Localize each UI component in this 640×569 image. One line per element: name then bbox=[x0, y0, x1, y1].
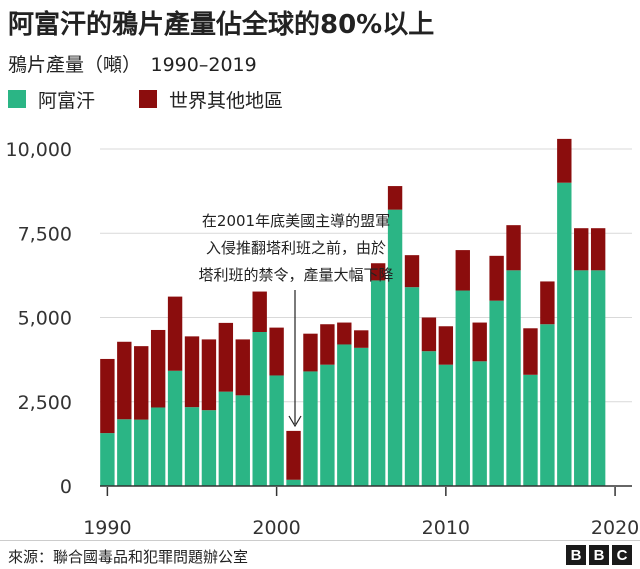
bar-rest-of-world bbox=[218, 322, 234, 392]
bar-afghanistan bbox=[506, 270, 521, 486]
bar-afghanistan bbox=[455, 290, 470, 486]
bar-rest-of-world bbox=[337, 322, 352, 345]
bar-afghanistan bbox=[100, 433, 115, 486]
bar-rest-of-world bbox=[184, 336, 200, 408]
bar-afghanistan bbox=[540, 324, 555, 486]
bar-rest-of-world bbox=[235, 339, 250, 396]
bar-afghanistan bbox=[438, 364, 454, 486]
legend-item-rest-of-world: 世界其他地區 bbox=[139, 86, 283, 113]
bar-rest-of-world bbox=[354, 330, 369, 348]
bar-afghanistan bbox=[252, 331, 267, 486]
bar-rest-of-world bbox=[269, 327, 284, 376]
bar-rest-of-world bbox=[590, 228, 606, 271]
x-tick-label: 2000 bbox=[252, 517, 300, 539]
bar-afghanistan bbox=[421, 351, 437, 486]
bar-rest-of-world bbox=[286, 430, 301, 480]
y-tick-label: 10,000 bbox=[6, 139, 72, 161]
chart-title: 阿富汗的鴉片產量佔全球的80%以上 bbox=[8, 10, 435, 40]
annotation-line-2: 入侵推翻塔利班之前，由於 bbox=[206, 239, 386, 257]
legend-swatch-rest-of-world bbox=[139, 90, 158, 108]
bar-rest-of-world bbox=[100, 358, 115, 434]
bbc-logo-letter-2: B bbox=[589, 545, 609, 565]
bar-afghanistan bbox=[574, 270, 589, 486]
y-tick-label: 7,500 bbox=[18, 223, 72, 245]
legend: 阿富汗 世界其他地區 bbox=[8, 86, 327, 112]
annotation-line-3: 塔利班的禁令，產量大幅下降 bbox=[198, 266, 393, 284]
bar-afghanistan bbox=[117, 419, 132, 486]
bar-rest-of-world bbox=[455, 250, 470, 291]
bar-afghanistan bbox=[286, 479, 301, 486]
bar-rest-of-world bbox=[557, 138, 572, 183]
bar-afghanistan bbox=[184, 407, 200, 486]
bbc-logo: B B C bbox=[563, 545, 632, 565]
legend-swatch-afghanistan bbox=[8, 90, 26, 108]
bar-afghanistan bbox=[590, 270, 606, 486]
bar-afghanistan bbox=[557, 182, 572, 486]
bar-rest-of-world bbox=[167, 296, 183, 371]
legend-item-afghanistan: 阿富汗 bbox=[8, 86, 95, 113]
x-tick-label: 2010 bbox=[422, 517, 470, 539]
legend-label-rest-of-world: 世界其他地區 bbox=[169, 89, 284, 112]
y-tick-label: 0 bbox=[60, 476, 72, 498]
chart-subtitle: 鴉片產量（噸） 1990–2019 bbox=[8, 54, 257, 76]
bar-rest-of-world bbox=[472, 322, 487, 362]
bar-afghanistan bbox=[235, 395, 250, 486]
bar-afghanistan bbox=[354, 347, 369, 486]
bar-rest-of-world bbox=[320, 324, 335, 365]
bar-rest-of-world bbox=[252, 291, 267, 332]
bar-afghanistan bbox=[150, 407, 166, 486]
bar-rest-of-world bbox=[574, 228, 589, 271]
bar-rest-of-world bbox=[404, 255, 420, 288]
bar-rest-of-world bbox=[303, 333, 318, 372]
x-tick-label: 1990 bbox=[83, 517, 131, 539]
bar-rest-of-world bbox=[370, 263, 386, 281]
bar-afghanistan bbox=[218, 391, 234, 486]
bar-rest-of-world bbox=[421, 317, 437, 352]
bar-afghanistan bbox=[167, 370, 183, 486]
legend-label-afghanistan: 阿富汗 bbox=[38, 89, 96, 112]
bar-afghanistan bbox=[337, 344, 352, 486]
bar-rest-of-world bbox=[201, 339, 217, 411]
annotation-arrow-head bbox=[288, 415, 302, 428]
bar-rest-of-world bbox=[117, 341, 132, 420]
bar-afghanistan bbox=[320, 364, 335, 486]
bar-rest-of-world bbox=[540, 281, 555, 325]
annotation-line-1: 在2001年底美國主導的盟軍 bbox=[202, 212, 390, 230]
bar-afghanistan bbox=[523, 374, 538, 486]
bar-afghanistan bbox=[201, 410, 217, 486]
bar-rest-of-world bbox=[506, 225, 521, 271]
source-note: 來源：聯合國毒品和犯罪問題辦公室 bbox=[8, 548, 249, 566]
bar-rest-of-world bbox=[134, 346, 149, 420]
bar-rest-of-world bbox=[387, 186, 403, 210]
y-tick-label: 2,500 bbox=[18, 392, 72, 414]
bar-rest-of-world bbox=[489, 255, 504, 301]
bbc-logo-letter-3: C bbox=[612, 545, 632, 565]
bar-rest-of-world bbox=[150, 329, 166, 408]
bar-afghanistan bbox=[134, 419, 149, 486]
bar-afghanistan bbox=[404, 287, 420, 486]
bar-afghanistan bbox=[370, 280, 386, 486]
footer-divider bbox=[0, 540, 640, 541]
x-tick-label: 2020 bbox=[591, 517, 639, 539]
bar-rest-of-world bbox=[438, 326, 454, 365]
bar-afghanistan bbox=[303, 371, 318, 486]
bar-afghanistan bbox=[472, 361, 487, 486]
bar-afghanistan bbox=[269, 375, 284, 486]
bbc-logo-letter-1: B bbox=[566, 545, 586, 565]
bar-rest-of-world bbox=[523, 328, 538, 375]
bar-afghanistan bbox=[387, 209, 403, 486]
y-tick-label: 5,000 bbox=[18, 308, 72, 330]
bar-afghanistan bbox=[489, 300, 504, 486]
